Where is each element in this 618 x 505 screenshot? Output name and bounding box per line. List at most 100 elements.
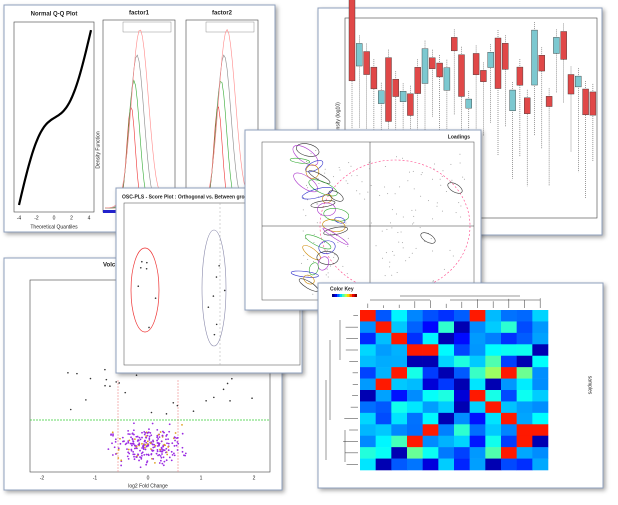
point (148, 438, 151, 441)
heat-cell (422, 344, 439, 357)
heat-cell (438, 355, 455, 368)
volcano-x-tick: -1 (93, 475, 98, 481)
point (433, 163, 435, 165)
point (329, 265, 331, 267)
heat-cell (360, 344, 376, 357)
point (141, 431, 143, 434)
point (379, 194, 381, 196)
point (104, 368, 106, 371)
point (168, 456, 171, 459)
point (120, 459, 123, 462)
point (382, 257, 384, 259)
point (390, 222, 392, 224)
point (176, 441, 179, 443)
heat-cell (422, 424, 439, 437)
heat-cell (375, 321, 392, 334)
point (163, 460, 166, 463)
point (316, 203, 318, 205)
heat-cell (532, 332, 549, 345)
heat-cell (407, 435, 423, 448)
point (167, 449, 170, 452)
point (405, 260, 407, 262)
point (105, 378, 108, 381)
point (223, 289, 226, 292)
heat-cell (438, 321, 455, 334)
heat-cell (391, 401, 408, 414)
point (149, 432, 152, 434)
box (538, 55, 545, 72)
point (229, 400, 231, 402)
loading-ellipse (322, 193, 333, 204)
heat-cell (438, 390, 455, 402)
point (392, 251, 394, 253)
key-swatch (342, 294, 345, 297)
point (143, 430, 146, 433)
box (385, 57, 392, 122)
point (159, 455, 162, 457)
point (124, 391, 127, 394)
heat-cell (485, 367, 502, 379)
point (143, 453, 146, 456)
heat-cell (407, 321, 423, 334)
point (408, 256, 410, 258)
point (130, 448, 133, 451)
point (318, 182, 320, 184)
volcano-x-tick: 0 (147, 475, 150, 481)
point (141, 447, 143, 449)
heat-cell (407, 344, 423, 357)
point (442, 170, 444, 172)
heat-cell (407, 447, 423, 459)
group-ellipse (130, 247, 160, 333)
point (145, 453, 148, 456)
heat-cell (360, 355, 376, 368)
heat-cell (407, 367, 423, 379)
heat-cell (422, 412, 439, 425)
point (158, 454, 161, 456)
point (213, 333, 216, 336)
point (433, 168, 435, 170)
point (144, 448, 147, 451)
heat-cell (407, 424, 423, 437)
point (150, 448, 152, 450)
point (222, 388, 225, 391)
point (306, 161, 308, 163)
point (164, 451, 167, 454)
heat-cell (454, 367, 470, 379)
point (158, 443, 160, 446)
heat-cell (391, 332, 408, 345)
point (412, 170, 414, 172)
heat-cell (360, 390, 376, 402)
heat-cell (391, 344, 408, 357)
point (162, 430, 164, 433)
point (427, 200, 429, 202)
box (370, 66, 378, 90)
point (160, 447, 163, 450)
point (413, 215, 415, 217)
heat-cell (407, 378, 423, 391)
point (151, 422, 154, 425)
heat-cell (454, 355, 470, 368)
point (111, 442, 113, 445)
loading-ellipse (447, 182, 463, 194)
heat-cell (422, 355, 439, 368)
heat-cell (469, 367, 486, 379)
point (141, 454, 143, 457)
point (172, 452, 175, 455)
point (413, 188, 415, 190)
point (129, 442, 132, 445)
point (436, 205, 438, 207)
point (347, 237, 349, 239)
color-key-title: Color Key (330, 286, 354, 292)
point (420, 174, 422, 176)
point (133, 458, 136, 461)
box (524, 97, 531, 114)
point (168, 423, 171, 426)
point (132, 433, 135, 436)
point (127, 457, 130, 460)
point (140, 452, 143, 455)
heat-cell (407, 332, 423, 345)
loading-ellipse (317, 202, 336, 217)
point (459, 162, 461, 164)
point (166, 442, 168, 445)
point (170, 459, 173, 462)
